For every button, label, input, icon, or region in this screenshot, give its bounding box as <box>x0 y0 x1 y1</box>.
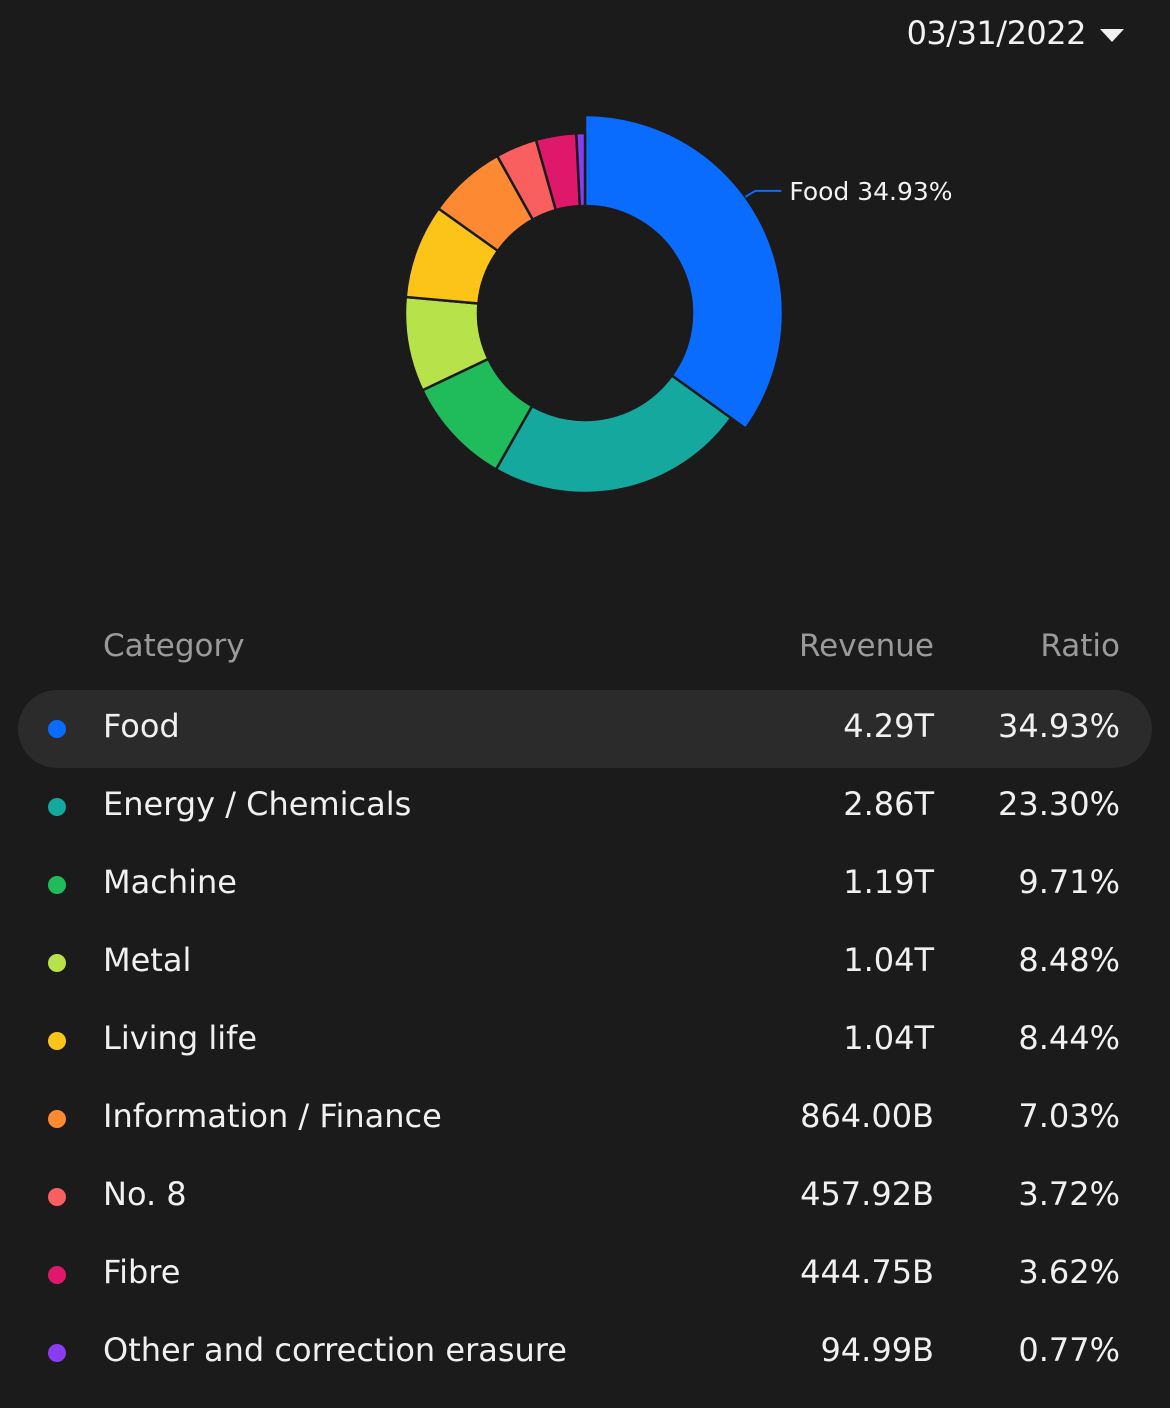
row-revenue: 1.04T <box>843 1019 934 1057</box>
table-header: Category Revenue Ratio <box>0 612 1170 690</box>
date-value: 03/31/2022 <box>906 14 1087 52</box>
donut-chart: Food 34.93% <box>0 80 1170 540</box>
legend-dot-icon <box>48 1266 66 1284</box>
legend-dot-icon <box>48 1032 66 1050</box>
table-row[interactable]: Fibre 444.75B 3.62% <box>0 1236 1170 1314</box>
row-ratio: 23.30% <box>997 785 1120 823</box>
donut-chart-svg: Food 34.93% <box>403 113 953 495</box>
row-revenue: 864.00B <box>800 1097 934 1135</box>
table-row[interactable]: No. 8 457.92B 3.72% <box>0 1158 1170 1236</box>
header-revenue: Revenue <box>798 628 934 664</box>
caret-down-icon <box>1100 28 1124 42</box>
row-ratio: 7.03% <box>1018 1097 1120 1135</box>
row-ratio: 34.93% <box>997 707 1120 745</box>
donut-slice[interactable] <box>583 113 785 430</box>
row-ratio: 8.48% <box>1018 941 1120 979</box>
row-category: Machine <box>103 863 237 901</box>
legend-dot-icon <box>48 798 66 816</box>
row-category: Other and correction erasure <box>103 1331 567 1369</box>
row-category: Metal <box>103 941 192 979</box>
row-revenue: 4.29T <box>843 707 934 745</box>
row-category: Food <box>103 707 180 745</box>
date-selector[interactable]: 03/31/2022 <box>907 10 1124 56</box>
table-row[interactable]: Food 4.29T 34.93% <box>0 690 1170 768</box>
table-row[interactable]: Metal 1.04T 8.48% <box>0 924 1170 1002</box>
legend-dot-icon <box>48 1188 66 1206</box>
legend-dot-icon <box>48 876 66 894</box>
donut-slice[interactable] <box>494 374 733 495</box>
row-revenue: 444.75B <box>800 1253 934 1291</box>
row-category: Energy / Chemicals <box>103 785 412 823</box>
table-row[interactable]: Living life 1.04T 8.44% <box>0 1002 1170 1080</box>
row-ratio: 8.44% <box>1018 1019 1120 1057</box>
table-row[interactable]: Energy / Chemicals 2.86T 23.30% <box>0 768 1170 846</box>
header-ratio: Ratio <box>1040 628 1120 664</box>
donut-slice[interactable] <box>575 131 587 208</box>
category-table: Category Revenue Ratio Food 4.29T 34.93% En… <box>0 612 1170 1392</box>
row-category: No. 8 <box>103 1175 187 1213</box>
row-revenue: 1.04T <box>843 941 934 979</box>
table-row[interactable]: Machine 1.19T 9.71% <box>0 846 1170 924</box>
legend-dot-icon <box>48 720 66 738</box>
row-revenue: 94.99B <box>820 1331 934 1369</box>
row-ratio: 9.71% <box>1018 863 1120 901</box>
row-revenue: 1.19T <box>843 863 934 901</box>
table-body: Food 4.29T 34.93% Energy / Chemicals 2.86T 23… <box>0 690 1170 1392</box>
legend-dot-icon <box>48 954 66 972</box>
header-category: Category <box>103 628 245 664</box>
row-ratio: 3.72% <box>1018 1175 1120 1213</box>
table-row[interactable]: Information / Finance 864.00B 7.03% <box>0 1080 1170 1158</box>
row-category: Fibre <box>103 1253 181 1291</box>
callout-label: Food 34.93% <box>789 177 952 206</box>
table-row[interactable]: Other and correction erasure 94.99B 0.77% <box>0 1314 1170 1392</box>
row-category: Living life <box>103 1019 258 1057</box>
legend-dot-icon <box>48 1344 66 1362</box>
row-category: Information / Finance <box>103 1097 442 1135</box>
row-revenue: 457.92B <box>800 1175 934 1213</box>
row-revenue: 2.86T <box>843 785 934 823</box>
callout-line <box>744 189 782 198</box>
row-ratio: 0.77% <box>1018 1331 1120 1369</box>
legend-dot-icon <box>48 1110 66 1128</box>
row-ratio: 3.62% <box>1018 1253 1120 1291</box>
